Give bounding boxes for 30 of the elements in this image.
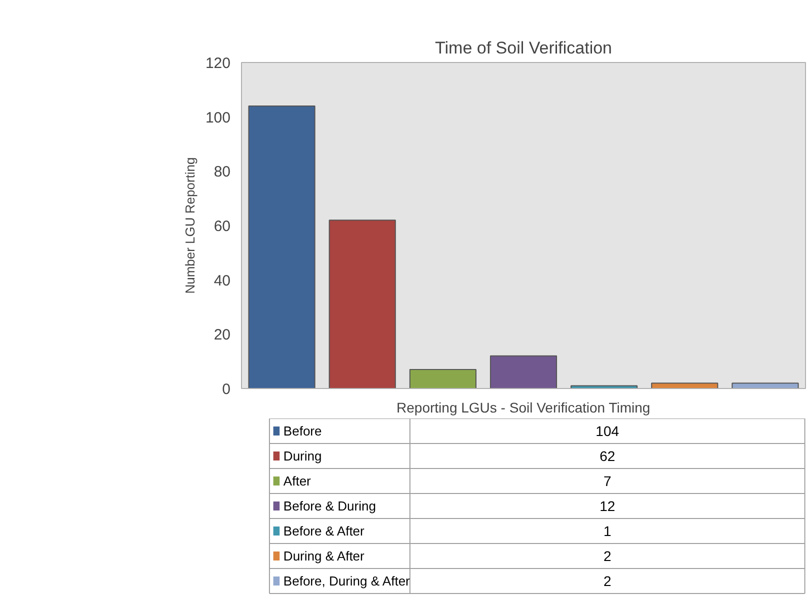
text: 12 [600, 498, 616, 514]
y-tick-label: 20 [214, 326, 231, 344]
legend-label: Before & After [283, 524, 366, 538]
bar [651, 382, 718, 388]
y-tick-label: 80 [214, 164, 231, 181]
text: 104 [596, 423, 620, 439]
legend-label: After [283, 474, 312, 488]
y-tick-label: 60 [214, 218, 231, 235]
text: 62 [600, 448, 616, 464]
chart-title: Time of Soil Verification [435, 38, 612, 58]
text: 7 [603, 473, 612, 489]
y-axis-title: Number LGU Reporting [182, 157, 198, 294]
legend-label: During [283, 448, 322, 464]
bar [409, 368, 476, 388]
text: 2 [603, 573, 612, 589]
legend-label: Before [283, 424, 322, 438]
bar [732, 382, 799, 388]
x-tick-label: Reporting LGUs - Soil Verification Timing [396, 400, 650, 416]
bar [248, 105, 316, 388]
y-tick-label: 40 [214, 272, 231, 290]
legend-label: Before & During [283, 498, 376, 514]
y-tick-label: 0 [222, 381, 230, 398]
legend-label: Before, During & After [283, 574, 411, 588]
text: 2 [603, 548, 612, 564]
text: 1 [603, 523, 612, 539]
y-tick-label: 120 [205, 55, 231, 72]
y-tick-label: 100 [205, 109, 231, 126]
legend-label: During & After [283, 548, 366, 564]
bar [490, 355, 558, 388]
bar [328, 220, 396, 388]
